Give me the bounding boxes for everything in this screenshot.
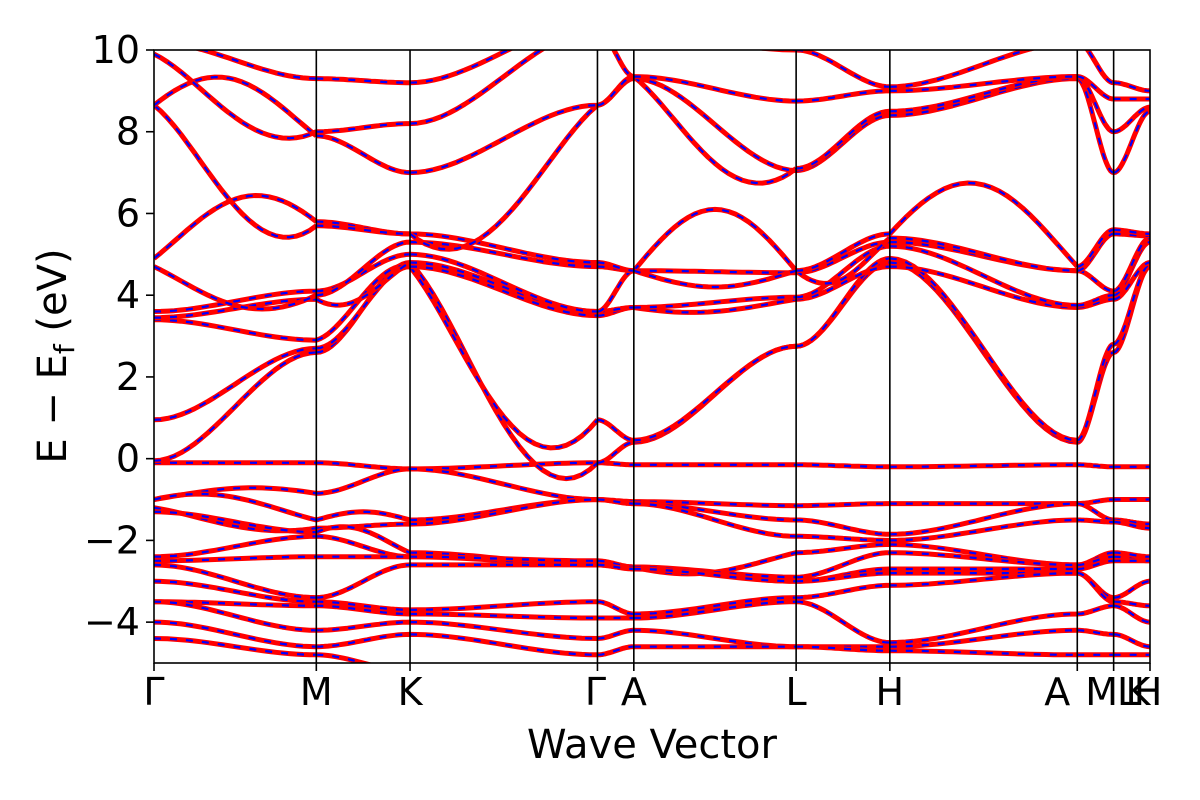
y-axis-label: E − Ef (eV): [30, 248, 81, 463]
high-symmetry-lines: [315, 50, 1115, 663]
y-tick-label: −4: [84, 600, 140, 644]
x-axis-ticks: Γ M K Γ A L H A M LKH: [143, 663, 1162, 714]
x-tick-label: Γ: [585, 670, 606, 714]
x-tick-label: M: [300, 670, 333, 714]
band-line: [154, 76, 1150, 252]
x-tick-label: M: [1085, 670, 1118, 714]
x-axis-label: Wave Vector: [527, 722, 778, 768]
band-line-overlay: [154, 50, 1150, 140]
band-line-overlay: [154, 257, 1150, 450]
y-axis-ticks: −4 −2 0 2 4 6 8 10: [84, 28, 154, 644]
y-tick-label: 10: [92, 28, 140, 72]
band-line-overlay: [154, 510, 1150, 576]
band-line-overlay: [154, 236, 1150, 313]
x-tick-label: A: [1044, 670, 1070, 714]
y-tick-label: −2: [84, 518, 140, 562]
band-line-overlay: [154, 621, 1150, 656]
band-line-overlay: [154, 181, 1150, 289]
band-line: [154, 466, 1150, 509]
x-tick-label: K: [398, 670, 424, 714]
x-tick-label: H: [1134, 670, 1163, 714]
band-line-overlay: [154, 600, 1150, 648]
band-line-overlay: [154, 75, 1150, 185]
plot-frame: [153, 49, 1151, 664]
y-tick-label: 4: [116, 273, 140, 317]
x-tick-label: A: [621, 670, 647, 714]
y-axis-label-main: E − E: [30, 354, 76, 464]
x-tick-label: L: [786, 670, 807, 714]
band-line-overlay: [154, 241, 1150, 319]
band-line-overlay: [199, 50, 1150, 92]
band-line-overlay: [154, 498, 1150, 542]
band-line-overlay: [154, 600, 1150, 644]
band-lines: [154, 50, 1150, 663]
x-tick-label: Γ: [143, 670, 164, 714]
x-tick-label: H: [876, 670, 905, 714]
y-tick-label: 6: [116, 191, 140, 235]
y-tick-label: 8: [116, 110, 140, 154]
band-line-overlay: [154, 461, 1150, 470]
y-axis-label-unit: (eV): [30, 248, 76, 344]
y-tick-label: 0: [116, 437, 140, 481]
x-tick-label: L: [1117, 670, 1138, 714]
y-axis-label-subscript: f: [48, 343, 81, 354]
band-line: [154, 509, 1150, 577]
x-tick-label: K: [1126, 670, 1152, 714]
band-line-overlay: [154, 77, 1150, 251]
band-line-overlay: [154, 637, 368, 663]
y-tick-label: 2: [116, 355, 140, 399]
band-line-overlay: [154, 572, 1150, 616]
